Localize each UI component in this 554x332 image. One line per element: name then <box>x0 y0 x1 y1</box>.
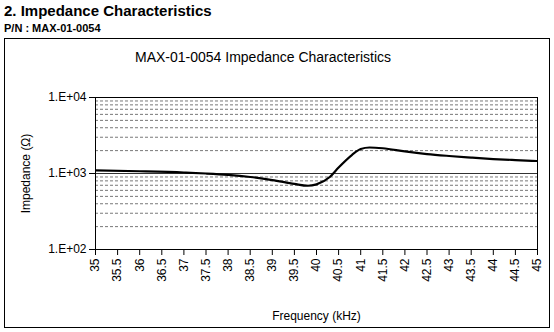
svg-text:42: 42 <box>398 258 412 272</box>
svg-text:1.E+04: 1.E+04 <box>48 90 87 104</box>
svg-text:39: 39 <box>265 258 279 272</box>
html-text:P/N : MAX-01-0054: P/N : MAX-01-0054 <box>4 22 101 34</box>
svg-text:37.5: 37.5 <box>199 258 213 282</box>
svg-text:35: 35 <box>88 258 102 272</box>
svg-text:44.5: 44.5 <box>508 258 522 282</box>
svg-text:43: 43 <box>442 258 456 272</box>
html-text:MAX-01-0054 Impedance Characte: MAX-01-0054 Impedance Characteristics <box>135 49 391 65</box>
svg-text:35.5: 35.5 <box>110 258 124 282</box>
svg-text:41.5: 41.5 <box>376 258 390 282</box>
svg-text:1.E+02: 1.E+02 <box>48 242 87 256</box>
svg-text:45: 45 <box>530 258 544 272</box>
svg-text:37: 37 <box>177 258 191 272</box>
svg-text:39.5: 39.5 <box>287 258 301 282</box>
html-text:2. Impedance Characteristics: 2. Impedance Characteristics <box>4 2 212 19</box>
svg-text:36.5: 36.5 <box>155 258 169 282</box>
svg-text:36: 36 <box>133 258 147 272</box>
svg-text:Frequency (kHz): Frequency (kHz) <box>272 309 361 323</box>
svg-text:40.5: 40.5 <box>331 258 345 282</box>
svg-text:1.E+03: 1.E+03 <box>48 166 87 180</box>
svg-text:Impedance (Ω): Impedance (Ω) <box>19 134 33 214</box>
svg-text:42.5: 42.5 <box>420 258 434 282</box>
svg-text:38: 38 <box>221 258 235 272</box>
svg-text:44: 44 <box>486 258 500 272</box>
svg-text:38.5: 38.5 <box>243 258 257 282</box>
svg-text:43.5: 43.5 <box>464 258 478 282</box>
svg-text:41: 41 <box>354 258 368 272</box>
svg-text:40: 40 <box>309 258 323 272</box>
